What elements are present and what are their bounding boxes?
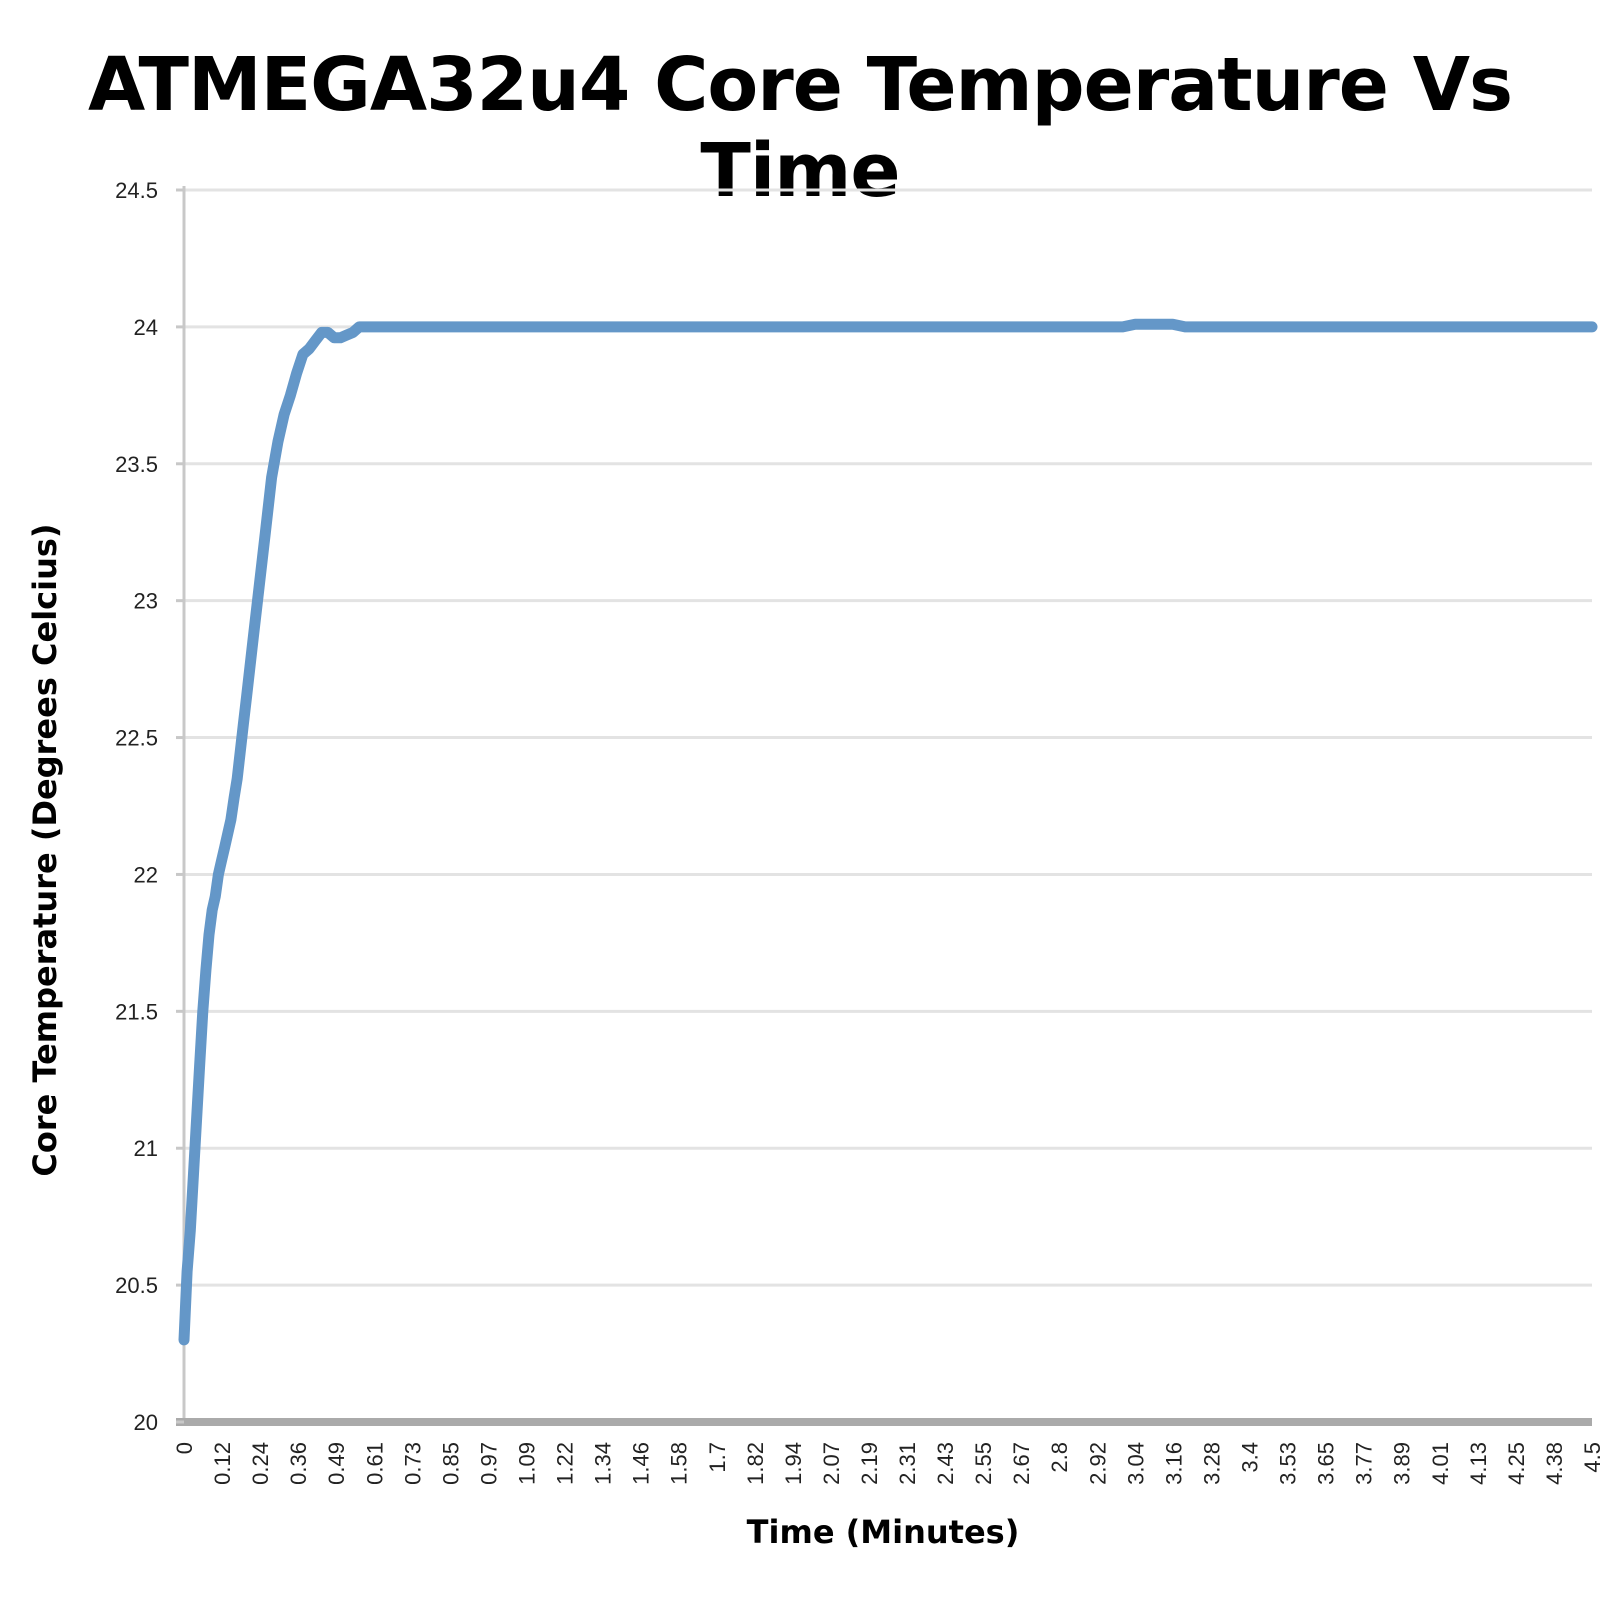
x-tick-label: 3.77 [1352,1442,1377,1485]
x-tick-label: 0.12 [210,1442,235,1485]
y-axis-title: Core Temperature (Degrees Celcius) [26,523,64,1176]
y-tick-label: 22 [134,862,158,887]
x-axis-title: Time (Minutes) [747,1513,1020,1551]
x-tick-label: 0.61 [362,1442,387,1485]
x-tick-label: 3.4 [1238,1442,1263,1473]
chart-title: ATMEGA32u4 Core Temperature Vs Time [87,42,1513,214]
y-tick-label: 20 [134,1410,158,1435]
x-tick-label: 2.55 [971,1442,996,1485]
x-tick-label: 0.85 [438,1442,463,1485]
x-tick-label: 3.04 [1123,1442,1148,1485]
x-tick-label: 4.13 [1466,1442,1491,1485]
x-tick-label: 0.97 [476,1442,501,1485]
x-tick-label: 2.8 [1047,1442,1072,1473]
x-tick-label: 4.5 [1580,1442,1600,1473]
x-tick-label: 2.07 [819,1442,844,1485]
y-tick-label: 22.5 [115,726,158,751]
y-tick-label: 20.5 [115,1273,158,1298]
x-tick-label: 2.92 [1085,1442,1110,1485]
x-tick-label: 0 [172,1442,197,1454]
x-tick-label: 1.82 [743,1442,768,1485]
x-tick-label: 1.34 [591,1442,616,1485]
y-tick-label: 21.5 [115,999,158,1024]
grid-lines [184,188,1592,1287]
x-tick-label: 0.49 [324,1442,349,1485]
y-tick-labels: 20 20.5 21 21.5 22 22.5 23 23.5 24 24.5 [115,178,158,1435]
y-tick-label: 23 [134,589,158,614]
x-tick-label: 3.16 [1161,1442,1186,1485]
x-tick-label: 1.09 [514,1442,539,1485]
series-line [178,318,1598,1346]
y-tick-label: 24.5 [115,178,158,203]
y-tick-label: 24 [134,315,158,340]
x-tick-label: 2.43 [933,1442,958,1485]
x-tick-label: 1.22 [553,1442,578,1485]
x-tick-label: 0.36 [286,1442,311,1485]
x-tick-label: 4.38 [1542,1442,1567,1485]
x-tick-label: 3.89 [1390,1442,1415,1485]
x-tick-label: 2.31 [895,1442,920,1485]
x-tick-label: 2.67 [1009,1442,1034,1485]
x-tick-label: 0.24 [248,1442,273,1485]
x-tick-label: 4.25 [1504,1442,1529,1485]
x-tick-label: 3.28 [1199,1442,1224,1485]
x-tick-label: 2.19 [857,1442,882,1485]
y-tick-label: 21 [134,1136,158,1161]
x-tick-label: 3.53 [1276,1442,1301,1485]
series-layer [178,318,1598,1346]
x-tick-labels: 0 0.12 0.24 0.36 0.49 0.61 0.73 0.85 0.97 1.09 1.2… [172,1442,1600,1485]
axes [176,186,1592,1426]
x-tick-label: 1.94 [781,1442,806,1485]
y-tick-label: 23.5 [115,452,158,477]
x-tick-label: 3.65 [1314,1442,1339,1485]
x-tick-label: 1.7 [705,1442,730,1473]
x-tick-label: 1.46 [629,1442,654,1485]
x-tick-label: 4.01 [1428,1442,1453,1485]
x-tick-label: 1.58 [667,1442,692,1485]
x-tick-label: 0.73 [400,1442,425,1485]
